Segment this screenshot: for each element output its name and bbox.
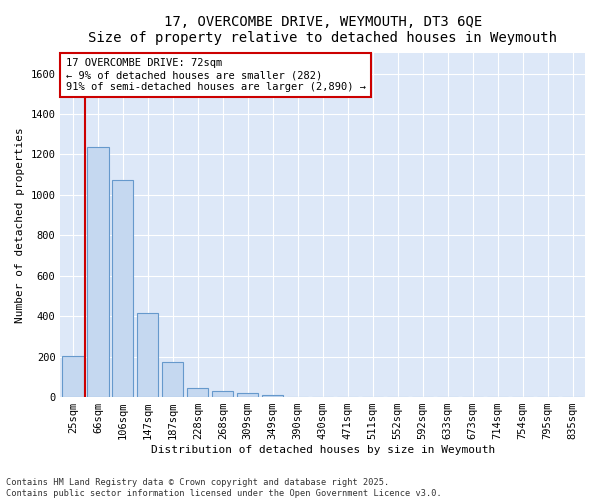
Bar xyxy=(112,180,133,397)
Text: Contains HM Land Registry data © Crown copyright and database right 2025.
Contai: Contains HM Land Registry data © Crown c… xyxy=(6,478,442,498)
Bar xyxy=(187,388,208,397)
X-axis label: Distribution of detached houses by size in Weymouth: Distribution of detached houses by size … xyxy=(151,445,495,455)
Text: 17 OVERCOMBE DRIVE: 72sqm
← 9% of detached houses are smaller (282)
91% of semi-: 17 OVERCOMBE DRIVE: 72sqm ← 9% of detach… xyxy=(65,58,365,92)
Bar xyxy=(87,148,109,397)
Bar xyxy=(62,356,83,397)
Y-axis label: Number of detached properties: Number of detached properties xyxy=(15,128,25,323)
Bar xyxy=(262,396,283,397)
Bar xyxy=(137,313,158,397)
Bar xyxy=(212,392,233,397)
Title: 17, OVERCOMBE DRIVE, WEYMOUTH, DT3 6QE
Size of property relative to detached hou: 17, OVERCOMBE DRIVE, WEYMOUTH, DT3 6QE S… xyxy=(88,15,557,45)
Bar xyxy=(162,362,184,397)
Bar xyxy=(237,394,259,397)
